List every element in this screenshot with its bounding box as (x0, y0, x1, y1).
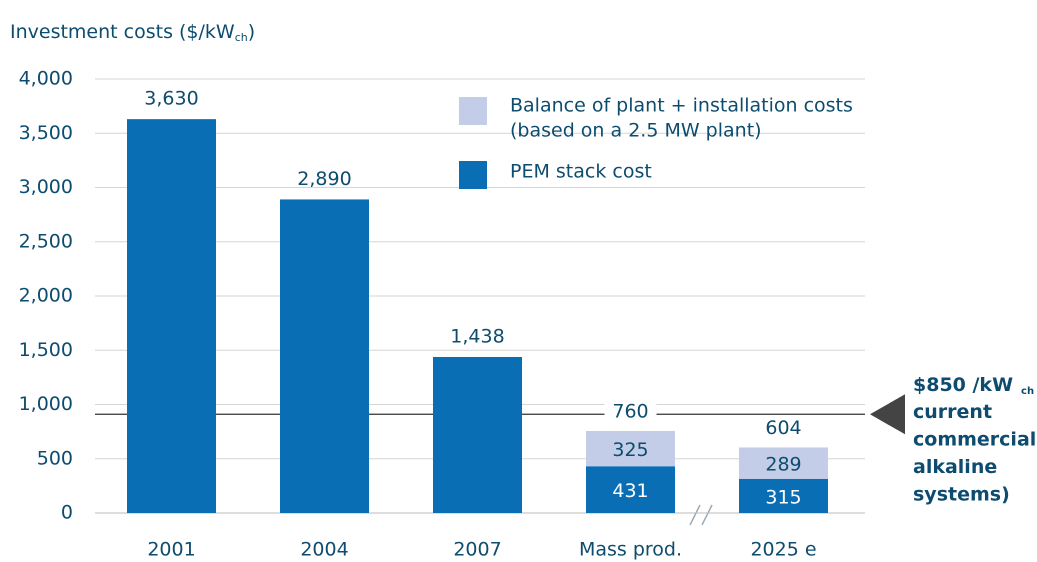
y-tick-label: 1,500 (19, 339, 73, 361)
segment-label: 325 (612, 439, 648, 461)
title-main: Investment costs ($/kW (10, 21, 235, 43)
chart-title: Investment costs ($/kWch) (10, 21, 255, 45)
y-tick-label: 3,500 (19, 122, 73, 144)
segment-label: 315 (765, 486, 801, 508)
total-label: 760 (612, 400, 648, 422)
x-tick-label: 2025 e (750, 539, 816, 561)
bar-segment (739, 478, 828, 513)
bar-segment (586, 466, 675, 513)
legend-swatch (459, 161, 487, 189)
x-tick-label: 2001 (147, 539, 195, 561)
reference-label: $850 /kW ch (913, 374, 1034, 398)
title-subscript: ch (235, 31, 248, 44)
y-tick-label: 3,000 (19, 176, 73, 198)
legend-label: PEM stack cost (510, 161, 652, 183)
segment-label: 431 (612, 480, 648, 502)
x-tick-label: 2004 (300, 539, 348, 561)
legend-label: Balance of plant + installation costs (510, 95, 853, 117)
y-tick-label: 0 (61, 502, 73, 524)
x-tick-label: Mass prod. (579, 539, 682, 561)
reference-label: systems) (913, 484, 1010, 506)
total-label: 604 (765, 417, 801, 439)
axis-break (689, 504, 713, 526)
y-tick-label: 2,500 (19, 230, 73, 252)
legend-swatch (459, 97, 487, 125)
reference-arrow (870, 394, 905, 435)
value-label: 2,890 (297, 168, 351, 190)
y-tick-label: 2,000 (19, 285, 73, 307)
title-end: ) (248, 21, 255, 43)
reference-label: current (913, 401, 992, 423)
reference-label: alkaline (913, 456, 997, 478)
value-label: 1,438 (450, 325, 504, 347)
x-tick-label: 2007 (453, 539, 501, 561)
reference-label-subscript: ch (1021, 386, 1034, 397)
segment-label: 289 (765, 454, 801, 476)
bar-segment (280, 199, 369, 513)
bar-segment (433, 356, 522, 513)
y-tick-label: 4,000 (19, 68, 73, 90)
y-tick-label: 500 (37, 447, 73, 469)
total-label-bg (604, 400, 657, 423)
bar-segment (739, 447, 828, 479)
y-tick-label: 1,000 (19, 393, 73, 415)
value-label: 3,630 (144, 88, 198, 110)
bar-segment (586, 430, 675, 467)
total-label-bg (757, 417, 810, 440)
bar-segment (127, 119, 216, 514)
reference-label-main: $850 /kW (913, 374, 1013, 396)
reference-label: commercial (913, 429, 1036, 451)
legend-label: (based on a 2.5 MW plant) (510, 120, 762, 142)
